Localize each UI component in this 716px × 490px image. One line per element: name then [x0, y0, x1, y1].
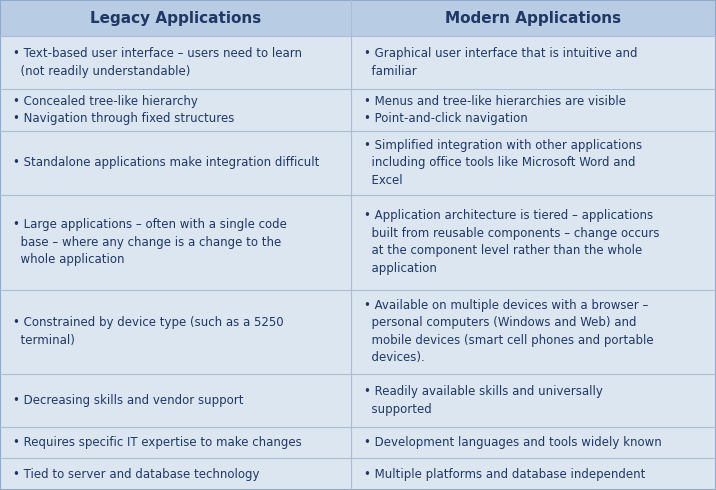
Text: • Concealed tree-like hierarchy
• Navigation through fixed structures: • Concealed tree-like hierarchy • Naviga…: [13, 95, 234, 125]
Text: • Large applications – often with a single code
  base – where any change is a c: • Large applications – often with a sing…: [13, 218, 287, 266]
Text: • Constrained by device type (such as a 5250
  terminal): • Constrained by device type (such as a …: [13, 317, 284, 347]
Text: • Application architecture is tiered – applications
  built from reusable compon: • Application architecture is tiered – a…: [364, 209, 659, 275]
Text: • Standalone applications make integration difficult: • Standalone applications make integrati…: [13, 156, 319, 170]
Bar: [0, 0, 716, 36]
Text: Legacy Applications: Legacy Applications: [90, 11, 261, 25]
Text: • Available on multiple devices with a browser –
  personal computers (Windows a: • Available on multiple devices with a b…: [364, 299, 654, 365]
Text: • Text-based user interface – users need to learn
  (not readily understandable): • Text-based user interface – users need…: [13, 48, 302, 78]
Text: • Development languages and tools widely known: • Development languages and tools widely…: [364, 436, 662, 449]
Text: • Decreasing skills and vendor support: • Decreasing skills and vendor support: [13, 394, 243, 407]
Text: • Graphical user interface that is intuitive and
  familiar: • Graphical user interface that is intui…: [364, 48, 637, 78]
Text: • Requires specific IT expertise to make changes: • Requires specific IT expertise to make…: [13, 436, 301, 449]
Text: • Tied to server and database technology: • Tied to server and database technology: [13, 467, 259, 481]
Text: • Simplified integration with other applications
  including office tools like M: • Simplified integration with other appl…: [364, 139, 642, 187]
Text: • Readily available skills and universally
  supported: • Readily available skills and universal…: [364, 385, 603, 416]
Text: • Menus and tree-like hierarchies are visible
• Point-and-click navigation: • Menus and tree-like hierarchies are vi…: [364, 95, 626, 125]
Text: Modern Applications: Modern Applications: [445, 11, 621, 25]
Text: • Multiple platforms and database independent: • Multiple platforms and database indepe…: [364, 467, 645, 481]
